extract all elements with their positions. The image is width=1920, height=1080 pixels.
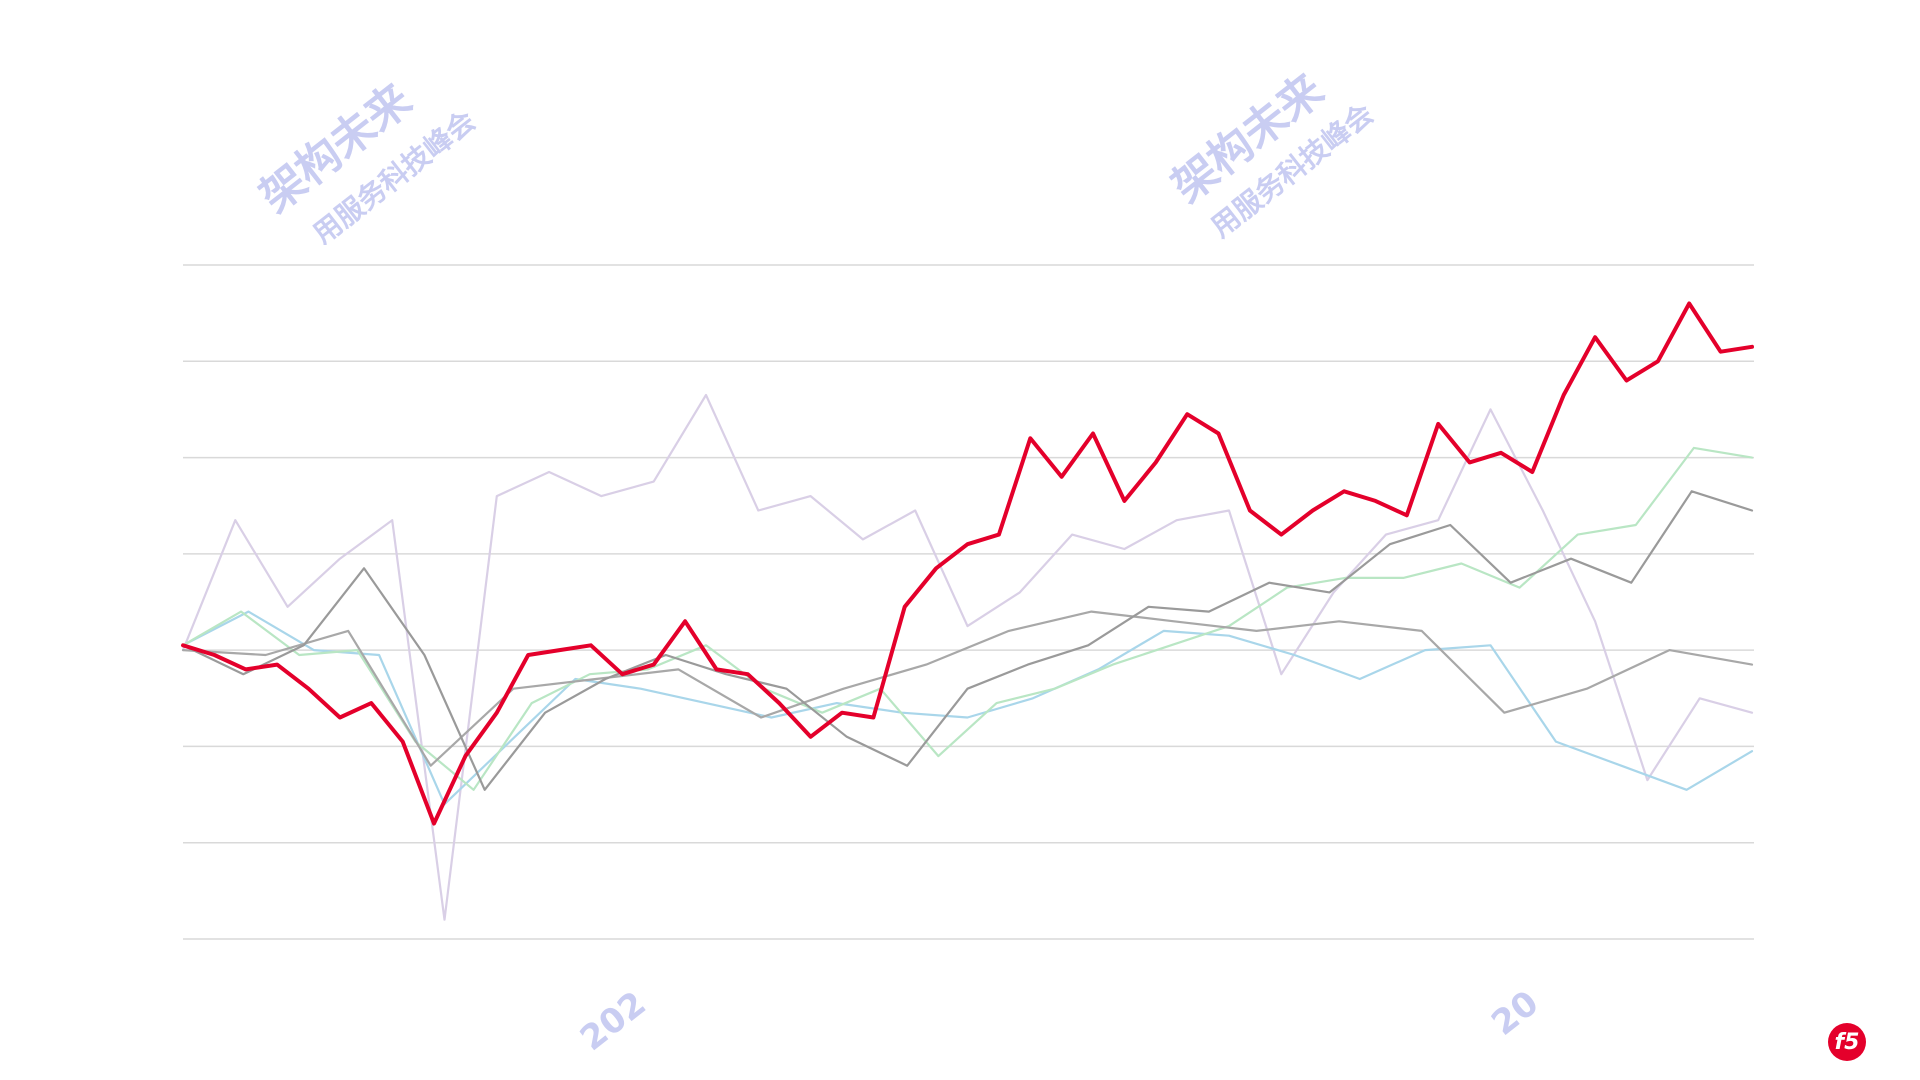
series-line xyxy=(181,446,1754,791)
series-line xyxy=(181,490,1754,791)
logo-text: f5 xyxy=(1835,1030,1860,1055)
plot xyxy=(181,264,1754,940)
logo: f5 xyxy=(1828,1023,1866,1061)
logo-circle xyxy=(1828,1023,1866,1061)
watermark-fragment: 202 xyxy=(573,984,654,1059)
series-line xyxy=(181,610,1754,767)
series-line xyxy=(181,301,1754,826)
series-line xyxy=(181,393,1754,921)
watermark-group: 架构未来 用服务科技峰会 架构未来 用服务科技峰会 xyxy=(251,64,1380,245)
series-line xyxy=(181,610,1754,806)
watermark: 架构未来 xyxy=(251,74,421,223)
watermark-fragment: 20 xyxy=(1484,983,1546,1044)
